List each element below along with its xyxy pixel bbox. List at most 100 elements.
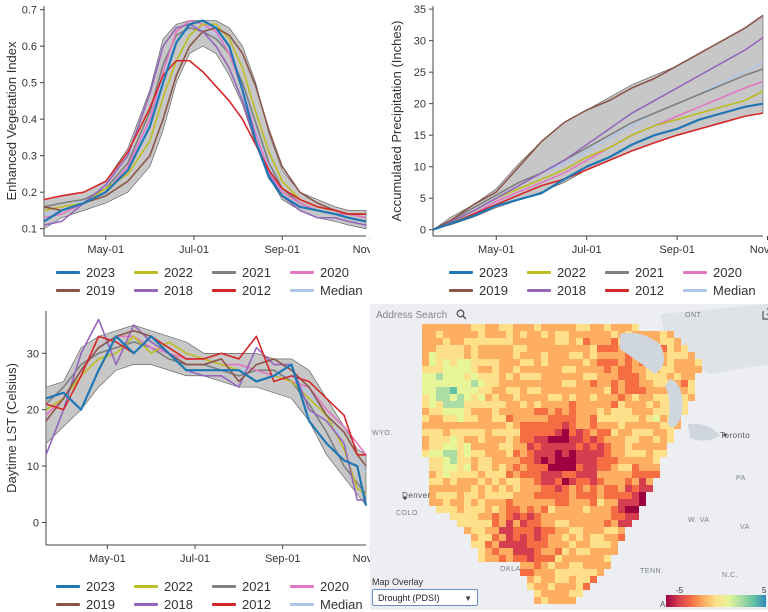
legend-item-2020[interactable]: 2020 — [290, 579, 368, 594]
pdsi-cell — [436, 450, 443, 457]
pdsi-cell — [534, 590, 541, 597]
pdsi-cell — [555, 555, 562, 562]
pdsi-cell — [562, 443, 569, 450]
pdsi-cell — [513, 373, 520, 380]
legend-item-2023[interactable]: 2023 — [56, 579, 134, 594]
colorbar-max-label: 5 — [762, 586, 767, 595]
pdsi-cell — [506, 534, 513, 541]
pdsi-cell — [506, 555, 513, 562]
legend-item-2012[interactable]: 2012 — [212, 283, 290, 298]
pdsi-cell — [576, 422, 583, 429]
pdsi-cell — [618, 422, 625, 429]
pdsi-cell — [492, 387, 499, 394]
pdsi-cell — [562, 373, 569, 380]
pdsi-cell — [632, 450, 639, 457]
pdsi-cell — [492, 485, 499, 492]
pdsi-cell — [611, 338, 618, 345]
pdsi-cell — [450, 436, 457, 443]
legend-item-2012[interactable]: 2012 — [212, 597, 290, 612]
map-overlay-select[interactable]: Drought (PDSI) ▼ — [372, 589, 478, 606]
legend-item-median[interactable]: Median — [290, 283, 368, 298]
pdsi-cell — [492, 324, 499, 331]
pdsi-cell — [457, 345, 464, 352]
pdsi-cell — [639, 408, 646, 415]
legend-item-2022[interactable]: 2022 — [134, 265, 212, 280]
pdsi-cell — [513, 394, 520, 401]
legend-item-2021[interactable]: 2021 — [605, 265, 683, 280]
pdsi-cell — [520, 324, 527, 331]
drought-map[interactable]: Address Search WYO. Denver COLO. OKLA. T… — [370, 304, 768, 610]
legend-item-2019[interactable]: 2019 — [56, 597, 134, 612]
pdsi-cell — [604, 541, 611, 548]
pdsi-cell — [485, 324, 492, 331]
pdsi-cell — [674, 345, 681, 352]
pdsi-cell — [597, 443, 604, 450]
legend-item-2021[interactable]: 2021 — [212, 265, 290, 280]
legend-item-2020[interactable]: 2020 — [683, 265, 761, 280]
legend-item-2018[interactable]: 2018 — [527, 283, 605, 298]
pdsi-cell — [520, 548, 527, 555]
map-label-wyo: WYO. — [372, 430, 393, 437]
lst-chart: 0 10 20 30 May-01 Jul-01 Sep-01 Nov-01 Daytime L… — [4, 311, 388, 565]
pdsi-cell — [632, 373, 639, 380]
legend-item-2020[interactable]: 2020 — [290, 265, 368, 280]
pdsi-cell — [464, 513, 471, 520]
pdsi-cell — [485, 422, 492, 429]
legend-item-2023[interactable]: 2023 — [449, 265, 527, 280]
legend-item-2019[interactable]: 2019 — [56, 283, 134, 298]
pdsi-cell — [422, 366, 429, 373]
pdsi-cell — [485, 464, 492, 471]
pdsi-cell — [527, 380, 534, 387]
pdsi-cell — [639, 422, 646, 429]
pdsi-cell — [604, 401, 611, 408]
pdsi-cell — [681, 380, 688, 387]
pdsi-cell — [590, 408, 597, 415]
pdsi-cell — [541, 520, 548, 527]
pdsi-cell — [436, 471, 443, 478]
legend-item-median[interactable]: Median — [683, 283, 761, 298]
pdsi-cell — [513, 506, 520, 513]
pdsi-cell — [569, 520, 576, 527]
legend-item-median[interactable]: Median — [290, 597, 368, 612]
pdsi-cell — [527, 534, 534, 541]
pdsi-cell — [506, 373, 513, 380]
legend-item-2022[interactable]: 2022 — [527, 265, 605, 280]
pdsi-cell — [555, 443, 562, 450]
pdsi-cell — [667, 352, 674, 359]
pdsi-cell — [674, 380, 681, 387]
legend-item-2022[interactable]: 2022 — [134, 579, 212, 594]
pdsi-cell — [569, 485, 576, 492]
pdsi-cell — [611, 359, 618, 366]
legend-swatch — [56, 271, 80, 274]
pdsi-cell — [569, 471, 576, 478]
pdsi-cell — [555, 583, 562, 590]
pdsi-cell — [450, 464, 457, 471]
pdsi-cell — [513, 429, 520, 436]
map-canvas[interactable] — [370, 304, 768, 610]
pdsi-cell — [562, 513, 569, 520]
pdsi-cell — [506, 429, 513, 436]
legend-item-2018[interactable]: 2018 — [134, 597, 212, 612]
legend-item-2023[interactable]: 2023 — [56, 265, 134, 280]
x-tick-label: May-01 — [87, 244, 124, 256]
legend-swatch — [605, 271, 629, 274]
pdsi-cell — [492, 450, 499, 457]
pdsi-cell — [604, 324, 611, 331]
pdsi-cell — [513, 387, 520, 394]
pdsi-cell — [506, 527, 513, 534]
pdsi-cell — [625, 492, 632, 499]
pdsi-cell — [555, 324, 562, 331]
address-search-input[interactable]: Address Search — [376, 310, 448, 321]
y-axis-title: Enhanced Vegetation Index — [4, 41, 19, 201]
legend-item-2019[interactable]: 2019 — [449, 283, 527, 298]
pdsi-cell — [450, 471, 457, 478]
series-line-2021 — [432, 68, 764, 231]
pdsi-cell — [443, 506, 450, 513]
pdsi-cell — [597, 527, 604, 534]
pdsi-cell — [450, 331, 457, 338]
legend-item-2018[interactable]: 2018 — [134, 283, 212, 298]
legend-item-2012[interactable]: 2012 — [605, 283, 683, 298]
legend-item-2021[interactable]: 2021 — [212, 579, 290, 594]
pdsi-cell — [541, 583, 548, 590]
pdsi-cell — [527, 443, 534, 450]
